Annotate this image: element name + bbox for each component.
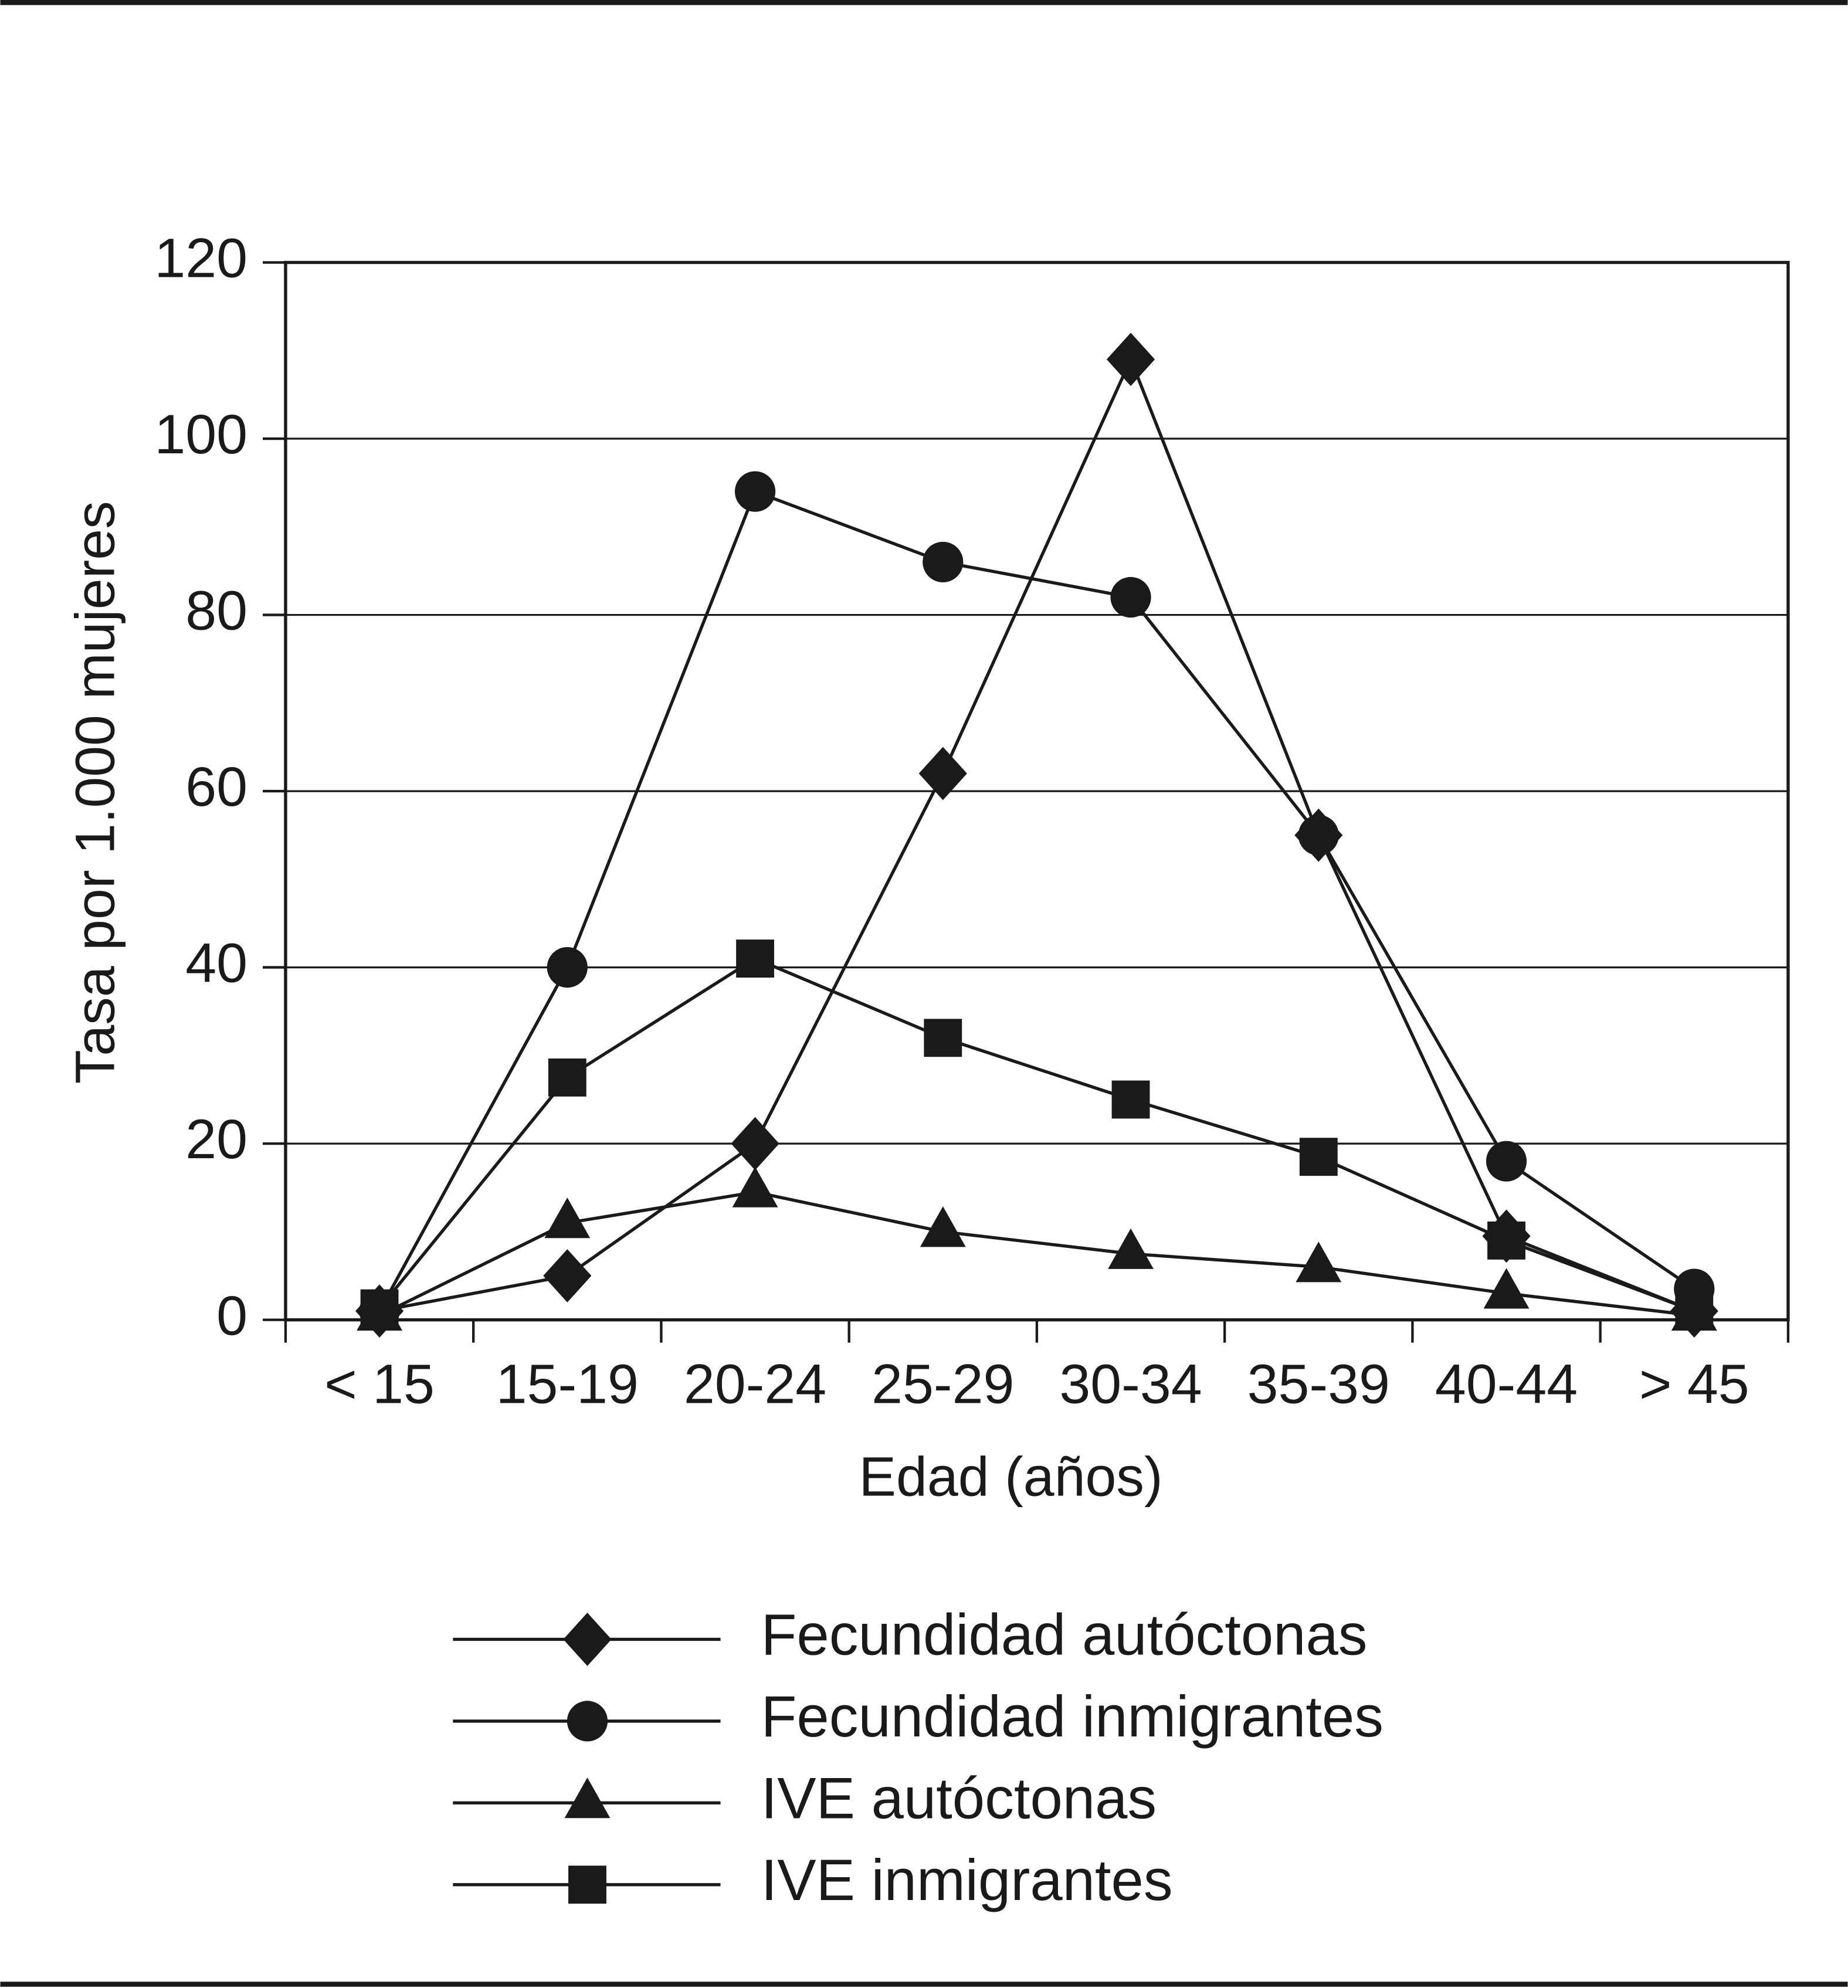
triangle-marker xyxy=(544,1197,591,1239)
circle-marker xyxy=(923,541,964,583)
y-tick-label: 60 xyxy=(185,756,247,818)
x-axis-label: Edad (años) xyxy=(859,1446,1163,1508)
y-tick-label: 100 xyxy=(154,403,247,466)
square-marker xyxy=(360,1289,399,1328)
diamond-marker xyxy=(918,747,967,800)
circle-marker xyxy=(1486,1141,1527,1182)
diamond-marker xyxy=(731,1117,779,1171)
x-tick-label: > 45 xyxy=(1639,1353,1749,1416)
x-tick-label: 35-39 xyxy=(1247,1353,1390,1416)
triangle-marker xyxy=(1296,1241,1342,1283)
x-tick-label: 30-34 xyxy=(1059,1353,1202,1416)
y-tick-label: 120 xyxy=(154,228,247,290)
circle-marker xyxy=(567,1701,608,1742)
y-tick-label: 20 xyxy=(185,1108,247,1171)
triangle-marker xyxy=(920,1206,966,1247)
x-tick-label: 20-24 xyxy=(684,1353,826,1416)
triangle-marker xyxy=(1108,1228,1154,1269)
square-marker xyxy=(1111,1080,1150,1119)
series-line xyxy=(378,956,1695,1313)
triangle-marker xyxy=(564,1777,611,1819)
series-line xyxy=(378,489,1696,1312)
square-marker xyxy=(568,1865,606,1904)
y-tick-label: 40 xyxy=(185,932,247,995)
legend-label: IVE inmigrantes xyxy=(761,1848,1173,1913)
legend-label: Fecundidad autóctonas xyxy=(761,1603,1368,1668)
triangle-marker xyxy=(1483,1268,1530,1309)
diamond-marker xyxy=(543,1249,592,1302)
circle-marker xyxy=(1110,576,1151,618)
x-tick-label: 25-29 xyxy=(872,1353,1014,1416)
diamond-marker xyxy=(563,1613,612,1666)
triangle-marker xyxy=(732,1166,778,1207)
square-marker xyxy=(1675,1292,1714,1331)
legend-label: IVE autóctonas xyxy=(761,1766,1157,1831)
square-marker xyxy=(736,939,774,978)
circle-marker xyxy=(1298,815,1339,856)
legend-label: Fecundidad inmigrantes xyxy=(761,1684,1384,1749)
y-axis-label: Tasa por 1.000 mujeres xyxy=(64,501,126,1084)
square-marker xyxy=(548,1058,586,1097)
series-line xyxy=(378,1190,1695,1317)
square-marker xyxy=(1299,1138,1338,1176)
circle-marker xyxy=(547,947,588,988)
y-tick-label: 80 xyxy=(185,580,247,642)
square-marker xyxy=(924,1019,962,1057)
x-tick-label: 15-19 xyxy=(496,1353,639,1416)
x-tick-label: 40-44 xyxy=(1435,1353,1578,1416)
series-line xyxy=(379,355,1695,1313)
y-tick-label: 0 xyxy=(216,1285,247,1347)
circle-marker xyxy=(734,471,776,512)
x-tick-label: < 15 xyxy=(324,1353,435,1416)
square-marker xyxy=(1487,1221,1525,1260)
diamond-marker xyxy=(1106,333,1155,386)
